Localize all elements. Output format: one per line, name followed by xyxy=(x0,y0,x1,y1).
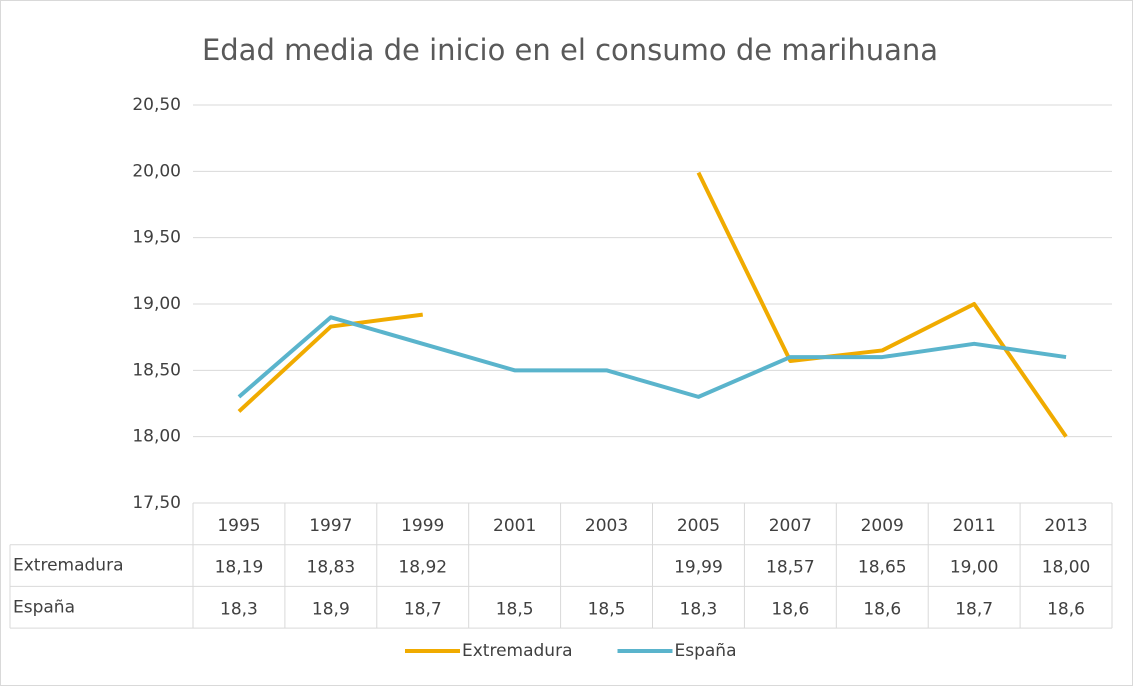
table-value: 19,99 xyxy=(674,558,723,578)
table-value: 18,83 xyxy=(307,558,356,578)
x-tick-label: 2005 xyxy=(677,516,720,536)
y-tick-label: 18,00 xyxy=(132,427,181,447)
table-value: 18,3 xyxy=(220,599,258,619)
table-value: 18,5 xyxy=(588,599,626,619)
x-tick-label: 1995 xyxy=(217,516,260,536)
legend-label: Extremadura xyxy=(462,641,573,661)
x-tick-label: 2001 xyxy=(493,516,536,536)
y-tick-label: 17,50 xyxy=(132,493,181,513)
table-value: 18,7 xyxy=(404,599,442,619)
legend-label: España xyxy=(675,641,737,661)
y-tick-label: 20,00 xyxy=(132,161,181,181)
table-value: 18,57 xyxy=(766,558,815,578)
table-value: 19,00 xyxy=(950,558,999,578)
table-value: 18,6 xyxy=(863,599,901,619)
x-tick-label: 2013 xyxy=(1044,516,1087,536)
table-value: 18,5 xyxy=(496,599,534,619)
table-value: 18,19 xyxy=(215,558,264,578)
table-value: 18,9 xyxy=(312,599,350,619)
y-tick-label: 19,00 xyxy=(132,294,181,314)
x-tick-label: 2011 xyxy=(953,516,996,536)
table-value: 18,00 xyxy=(1042,558,1091,578)
table-value: 18,7 xyxy=(955,599,993,619)
line xyxy=(237,315,1067,399)
x-tick-label: 1999 xyxy=(401,516,444,536)
table-value: 18,3 xyxy=(680,599,718,619)
table-value: 18,65 xyxy=(858,558,907,578)
table-row-label: España xyxy=(13,597,75,617)
table-value: 18,6 xyxy=(771,599,809,619)
x-tick-label: 2009 xyxy=(861,516,904,536)
y-tick-label: 19,50 xyxy=(132,228,181,248)
x-tick-label: 2007 xyxy=(769,516,812,536)
chart-title: Edad media de inicio en el consumo de ma… xyxy=(202,33,938,67)
x-tick-label: 2003 xyxy=(585,516,628,536)
table-value: 18,92 xyxy=(398,558,447,578)
y-tick-label: 18,50 xyxy=(132,360,181,380)
table-row-label: Extremadura xyxy=(13,556,124,576)
x-tick-label: 1997 xyxy=(309,516,352,536)
table-value: 18,6 xyxy=(1047,599,1085,619)
y-tick-label: 20,50 xyxy=(132,95,181,115)
